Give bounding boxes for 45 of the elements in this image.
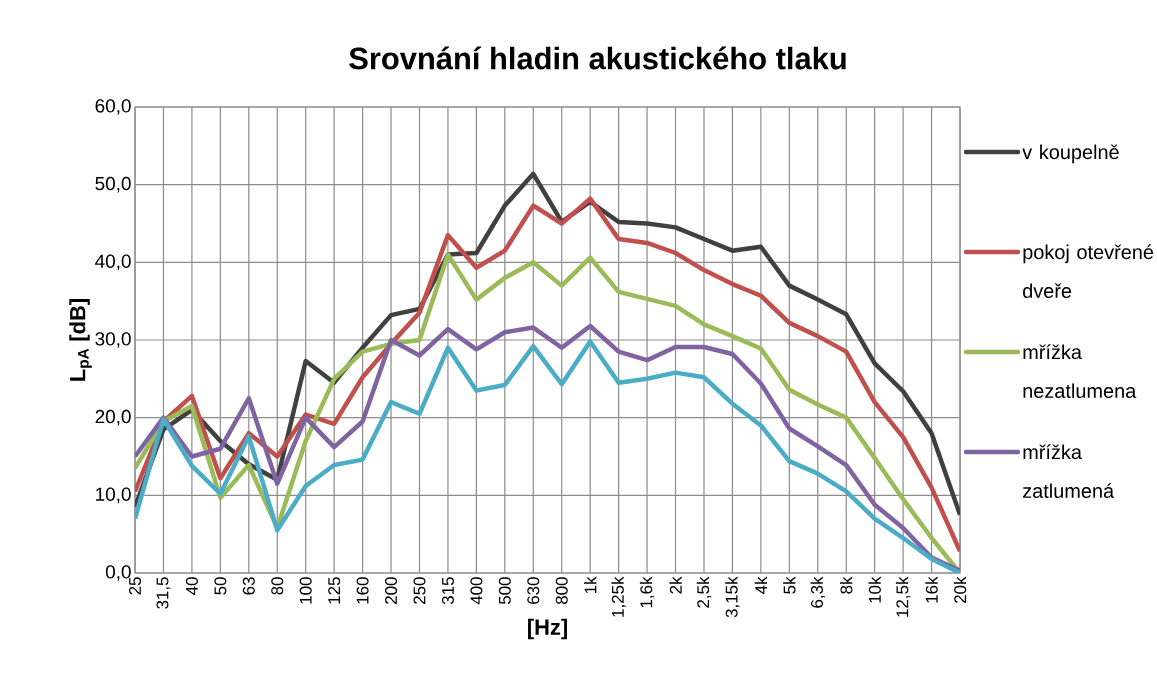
x-tick-label: 200 <box>385 577 398 604</box>
legend-label: v koupelně <box>1022 144 1119 164</box>
x-tick-label: 6,3k <box>810 576 825 608</box>
x-tick-label: 63 <box>242 577 255 595</box>
x-tick-label: 1,6k <box>639 576 655 608</box>
x-tick-label: 3,15k <box>725 576 740 618</box>
line-series <box>135 196 961 554</box>
x-tick-label: 160 <box>356 577 369 604</box>
y-tick-label: 20,0 <box>95 409 131 426</box>
x-tick-label: 400 <box>470 577 483 605</box>
y-tick-label: 30,0 <box>95 332 131 348</box>
x-tick-label: 40 <box>185 577 198 595</box>
x-tick-label: 500 <box>498 577 511 605</box>
x-tick-label: 8k <box>840 576 853 594</box>
x-tick-label: 4k <box>754 576 768 594</box>
y-tick-label: 40,0 <box>95 254 131 271</box>
x-tick-label: 1k <box>584 576 597 594</box>
y-tick-label: 50,0 <box>95 176 131 193</box>
x-tick-label: 10k <box>868 576 881 603</box>
x-tick-label: 2k <box>669 576 682 594</box>
x-tick-label: 20k <box>953 576 967 603</box>
x-tick-label: 50 <box>214 577 227 595</box>
x-tick-label: 5k <box>783 576 796 594</box>
x-tick-label: 630 <box>527 577 540 604</box>
x-tick-label: 250 <box>413 577 426 604</box>
x-tick-label: 12,5k <box>895 576 911 617</box>
x-tick-label: 1,25k <box>611 576 626 617</box>
x-tick-label: 100 <box>299 577 312 604</box>
chart-title: Srovnání hladin akustického tlaku <box>349 46 846 70</box>
x-tick-label: 2,5k <box>696 576 712 608</box>
y-tick-label: 10,0 <box>96 487 131 504</box>
x-tick-label: 800 <box>555 577 568 605</box>
y-axis-title: L$_{pA}$ [dB] <box>69 299 92 381</box>
x-tick-label: 25 <box>129 577 142 595</box>
y-tick-label: 0,0 <box>105 565 131 581</box>
x-tick-label: 16k <box>925 576 938 603</box>
x-tick-label: 125 <box>328 577 341 604</box>
x-tick-label: 80 <box>271 577 284 595</box>
x-tick-label: 315 <box>441 577 454 605</box>
x-axis-title: [Hz] <box>528 618 567 640</box>
legend-label: pokoj otevřené dveře <box>1023 244 1154 299</box>
x-tick-label: 31,5 <box>156 577 171 609</box>
y-tick-label: 60,0 <box>95 99 131 115</box>
text: mřížka nezatlumena <box>1023 344 1137 399</box>
text: mřížka zatlumená <box>1023 444 1115 499</box>
